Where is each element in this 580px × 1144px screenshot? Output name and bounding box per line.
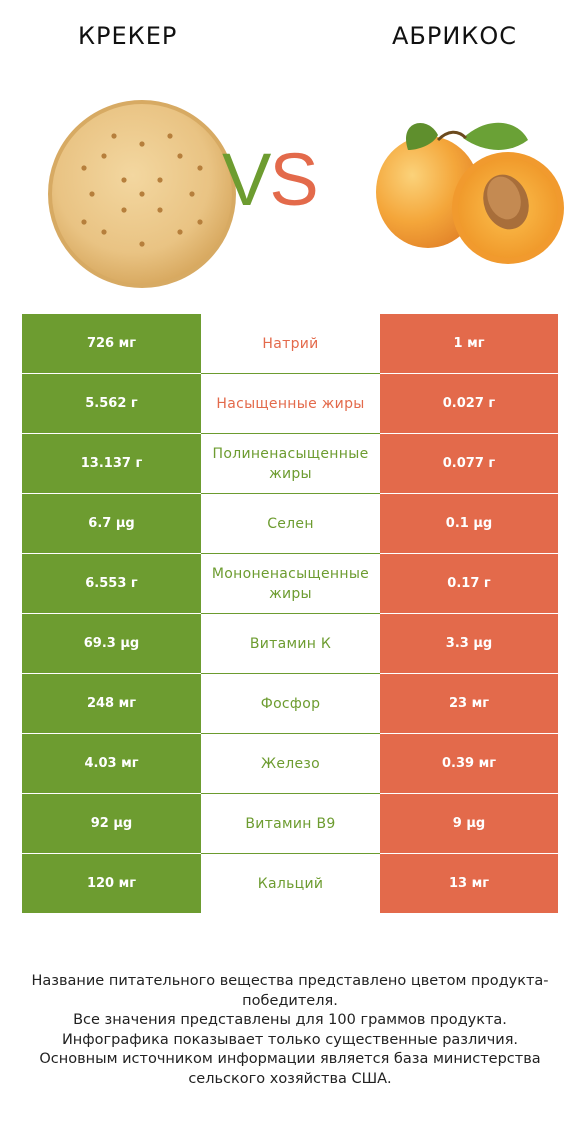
nutrient-name: Мононенасыщенные жиры bbox=[211, 565, 370, 602]
nutrient-name: Селен bbox=[267, 515, 314, 532]
footer-line: Основным источником информации является … bbox=[39, 1051, 541, 1087]
nutrient-name: Витамин К bbox=[249, 635, 332, 652]
right-value: 0.027 г bbox=[380, 374, 558, 433]
right-value: 3.3 µg bbox=[380, 614, 558, 673]
row-divider bbox=[201, 613, 380, 614]
table-row: 69.3 µg Витамин К 3.3 µg bbox=[22, 614, 558, 674]
nutrient-name: Насыщенные жиры bbox=[216, 395, 365, 412]
table-row: 6.7 µg Селен 0.1 µg bbox=[22, 494, 558, 554]
right-value: 23 мг bbox=[380, 674, 558, 733]
right-value: 13 мг bbox=[380, 854, 558, 913]
footer-line: Название питательного вещества представл… bbox=[31, 973, 549, 1009]
left-value: 5.562 г bbox=[22, 374, 201, 433]
left-value: 6.553 г bbox=[22, 554, 201, 613]
left-value: 248 мг bbox=[22, 674, 201, 733]
vs-s: S bbox=[269, 138, 318, 221]
footer-notes: Название питательного вещества представл… bbox=[20, 972, 560, 1089]
table-row: 4.03 мг Железо 0.39 мг bbox=[22, 734, 558, 794]
table-row: 13.137 г Полиненасыщенные жиры 0.077 г bbox=[22, 434, 558, 494]
row-divider bbox=[201, 673, 380, 674]
left-value: 6.7 µg bbox=[22, 494, 201, 553]
footer-line: Все значения представлены для 100 граммо… bbox=[73, 1012, 507, 1028]
nutrient-name: Железо bbox=[260, 755, 321, 772]
left-value: 69.3 µg bbox=[22, 614, 201, 673]
row-divider bbox=[201, 853, 380, 854]
row-divider bbox=[201, 373, 380, 374]
left-value: 120 мг bbox=[22, 854, 201, 913]
row-divider bbox=[201, 493, 380, 494]
nutrient-name: Натрий bbox=[262, 335, 319, 352]
left-value: 726 мг bbox=[22, 314, 201, 373]
left-value: 13.137 г bbox=[22, 434, 201, 493]
left-value: 4.03 мг bbox=[22, 734, 201, 793]
right-value: 1 мг bbox=[380, 314, 558, 373]
apricot-image bbox=[376, 122, 564, 264]
nutrient-name: Витамин B9 bbox=[245, 815, 336, 832]
vs-v: V bbox=[222, 138, 271, 221]
table-row: 6.553 г Мононенасыщенные жиры 0.17 г bbox=[22, 554, 558, 614]
comparison-table: 726 мг Натрий 1 мг 5.562 г Насыщенные жиры 0.… bbox=[22, 314, 558, 914]
table-row: 120 мг Кальций 13 мг bbox=[22, 854, 558, 914]
product-right-title: АБРИКОС bbox=[392, 22, 517, 50]
right-value: 0.39 мг bbox=[380, 734, 558, 793]
right-value: 9 µg bbox=[380, 794, 558, 853]
table-row: 92 µg Витамин B9 9 µg bbox=[22, 794, 558, 854]
row-divider bbox=[201, 553, 380, 554]
table-row: 726 мг Натрий 1 мг bbox=[22, 314, 558, 374]
cracker-image bbox=[48, 100, 236, 288]
footer-line: Инфографика показывает только существенн… bbox=[61, 1031, 519, 1048]
nutrient-name: Кальций bbox=[257, 875, 324, 892]
row-divider bbox=[201, 733, 380, 734]
table-row: 5.562 г Насыщенные жиры 0.027 г bbox=[22, 374, 558, 434]
right-value: 0.17 г bbox=[380, 554, 558, 613]
row-divider bbox=[201, 793, 380, 794]
product-left-title: КРЕКЕР bbox=[78, 22, 178, 50]
right-value: 0.077 г bbox=[380, 434, 558, 493]
right-value: 0.1 µg bbox=[380, 494, 558, 553]
vs-label: VS bbox=[222, 130, 319, 230]
nutrient-name: Полиненасыщенные жиры bbox=[212, 445, 369, 482]
left-value: 92 µg bbox=[22, 794, 201, 853]
table-row: 248 мг Фосфор 23 мг bbox=[22, 674, 558, 734]
row-divider bbox=[201, 433, 380, 434]
nutrient-name: Фосфор bbox=[260, 695, 321, 712]
